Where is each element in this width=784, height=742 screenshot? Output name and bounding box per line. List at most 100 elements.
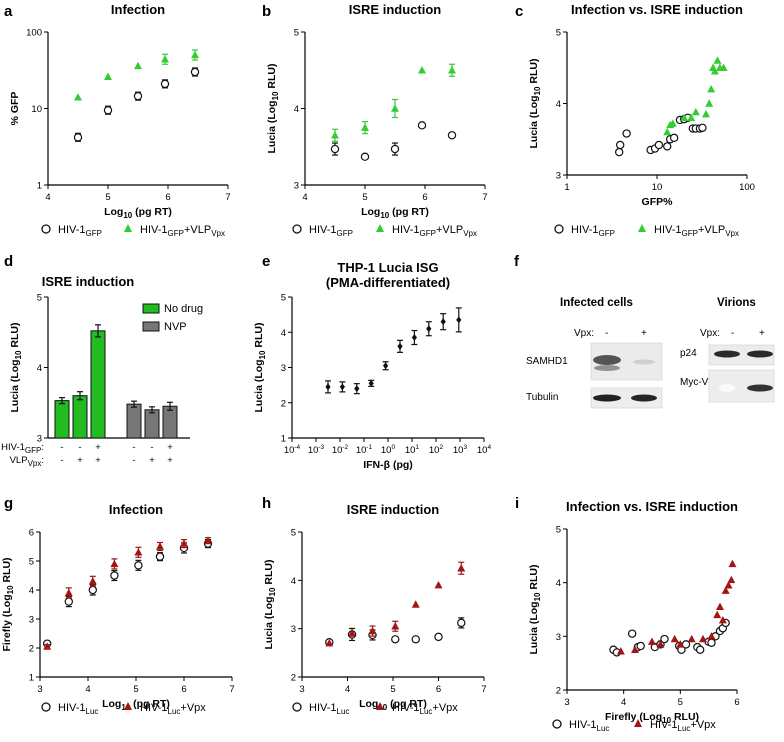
- y-tick-label: 1: [29, 673, 34, 684]
- bar: [72, 395, 88, 439]
- data-point-triangle: [701, 110, 710, 118]
- data-point-circle: [155, 552, 165, 561]
- data-point-triangle: [161, 55, 169, 63]
- data-point-circle: [447, 131, 457, 140]
- y-tick-label: 4: [556, 578, 561, 589]
- data-point-circle: [614, 147, 624, 157]
- legend-ghi: HIV-1Luc HIV-1Luc+Vpx HIV-1Luc HIV-1Luc+…: [41, 702, 716, 733]
- data-point-triangle: [680, 113, 689, 121]
- wb-virions-lane-minus: -: [731, 328, 734, 339]
- x-tick-label: 6: [165, 192, 170, 203]
- data-point-triangle: [676, 640, 685, 648]
- data-point-triangle: [716, 602, 724, 611]
- data-point-triangle: [631, 645, 639, 653]
- bar-vlp-sign: +: [149, 455, 155, 466]
- data-point-circle: [391, 635, 400, 644]
- data-point-diamond: [456, 316, 462, 324]
- x-axis-label: Log10 (pg RT): [104, 206, 172, 220]
- legend-open-circle-c: [554, 224, 564, 234]
- data-point-diamond: [426, 325, 432, 333]
- y-tick-label: 5: [556, 28, 561, 39]
- wb-row-p24: p24: [680, 348, 697, 359]
- legend-luc-circle-h: [292, 702, 302, 712]
- data-point-triangle: [724, 581, 733, 589]
- data-point-triangle: [707, 85, 716, 93]
- x-tick-label: 101: [405, 444, 420, 456]
- x-tick-label: 103: [453, 444, 468, 456]
- chart-title: Infection: [111, 2, 165, 17]
- legend-vpx-label-g: HIV-1Luc+Vpx: [140, 702, 206, 716]
- data-point-triangle: [668, 119, 677, 127]
- legend-open-circle-b: [292, 224, 302, 234]
- panel-label-d: d: [4, 253, 13, 270]
- y-tick-label: 3: [556, 171, 561, 182]
- data-point-triangle: [110, 559, 119, 568]
- y-tick-label: 3: [281, 363, 286, 374]
- chart-title: Infection: [109, 502, 163, 517]
- data-point-triangle: [43, 642, 52, 650]
- legend-luc-circle-g: [41, 702, 51, 712]
- x-tick-label: 6: [436, 684, 441, 695]
- data-point-triangle: [728, 559, 737, 568]
- data-point-triangle: [457, 564, 466, 572]
- data-point-circle: [360, 152, 370, 161]
- data-point-triangle: [64, 588, 73, 597]
- y-axis-label: % GFP: [9, 92, 21, 126]
- x-tick-label: 7: [225, 192, 230, 203]
- data-point-triangle: [411, 600, 420, 608]
- legend-luc-label-i: HIV-1Luc: [569, 719, 609, 733]
- y-axis-label: Lucia (Log10 RLU): [263, 560, 277, 650]
- legend-open-circle: [41, 224, 51, 234]
- data-point-triangle: [391, 622, 400, 630]
- bar-hiv-sign: +: [95, 442, 101, 453]
- data-point-circle: [636, 641, 645, 651]
- data-point-triangle: [134, 61, 142, 70]
- data-point-circle: [64, 597, 74, 606]
- y-tick-label: 5: [29, 557, 34, 568]
- y-axis-label: Lucia (Log10 RLU): [528, 565, 542, 655]
- data-point-circle: [103, 106, 113, 115]
- data-point-triangle: [713, 56, 722, 64]
- x-axis-label: GFP%: [642, 196, 674, 208]
- data-point-triangle: [74, 93, 82, 101]
- x-tick-label: 10-3: [308, 444, 325, 456]
- legend-luc-circle-i: [552, 719, 562, 729]
- legend-abc: HIV-1GFP HIV-1GFP+VLPVpx HIV-1GFP HIV-1G…: [41, 224, 739, 238]
- data-point-diamond: [325, 383, 331, 391]
- chart-title: THP-1 Lucia ISG: [337, 260, 438, 275]
- x-tick-label: 100: [381, 444, 396, 456]
- chart-title: ISRE induction: [347, 502, 440, 517]
- x-tick-label: 5: [362, 192, 367, 203]
- wb-infected-vpx-label: Vpx:: [574, 328, 594, 339]
- chart-title: ISRE induction: [42, 274, 135, 289]
- row-label-hiv: HIV-1GFP:: [1, 442, 44, 455]
- y-axis-label: Lucia (Log10 RLU): [528, 59, 542, 149]
- data-point-triangle: [710, 67, 719, 75]
- x-tick-label: 4: [85, 684, 90, 695]
- y-axis-label: Lucia (Log10 RLU): [253, 323, 267, 413]
- x-tick-label: 3: [37, 684, 42, 695]
- data-point-triangle: [687, 113, 696, 121]
- bar-hiv-sign: -: [132, 442, 135, 453]
- panel-label-f: f: [514, 253, 520, 270]
- y-tick-label: 4: [294, 104, 299, 115]
- data-point-triangle: [616, 647, 625, 655]
- x-tick-label: 6: [422, 192, 427, 203]
- data-point-diamond: [397, 342, 403, 350]
- y-tick-label: 5: [37, 293, 42, 304]
- data-point-triangle: [104, 72, 112, 80]
- x-tick-label: 10: [652, 182, 663, 193]
- data-point-diamond: [354, 385, 360, 393]
- legend-luc-label-g: HIV-1Luc: [58, 702, 98, 716]
- data-point-circle: [110, 571, 119, 580]
- bar: [162, 405, 178, 439]
- data-point-diamond: [368, 379, 374, 387]
- data-point-circle: [669, 133, 679, 143]
- data-point-diamond: [440, 318, 446, 326]
- x-axis-label: Log10 (pg RT): [361, 206, 429, 220]
- legend-filled-label: HIV-1GFP+VLPVpx: [140, 224, 225, 238]
- blot-p24: [708, 344, 775, 366]
- legend-nvp-label: NVP: [164, 321, 187, 333]
